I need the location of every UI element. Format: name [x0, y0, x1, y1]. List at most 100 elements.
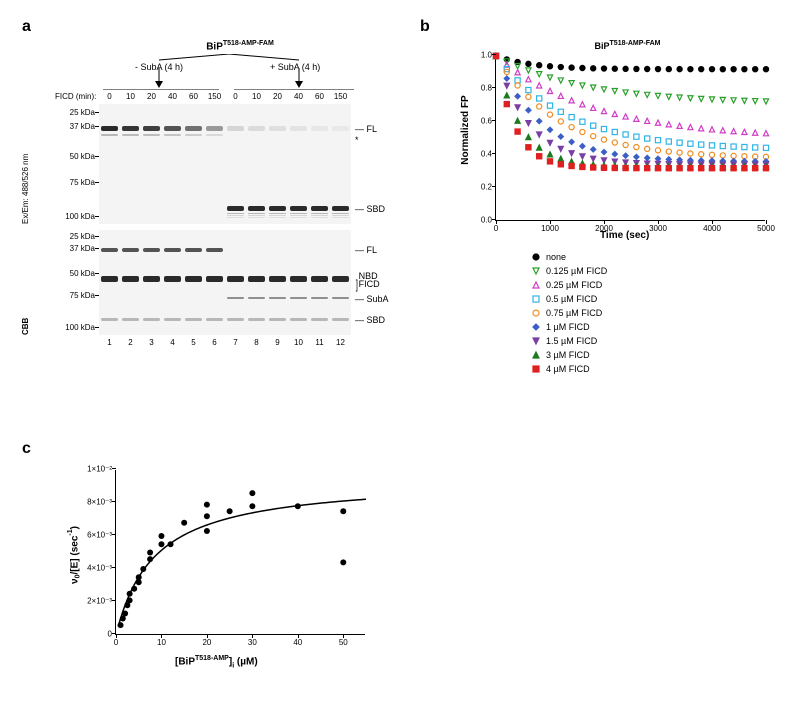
gel-top-lane-4: [183, 104, 204, 224]
panel-a-label: a: [22, 18, 31, 36]
sbd-side: — SBD: [351, 204, 385, 214]
lane-num-2: 3: [141, 338, 162, 347]
star-side: *: [351, 135, 359, 145]
legend-label: 4 µM FICD: [546, 364, 590, 374]
sbd-band: [248, 206, 265, 211]
gel-top-lane-9: [288, 104, 309, 224]
point-0: [118, 622, 124, 628]
panel-c-chart: 0102030405002×10⁻³4×10⁻³6×10⁻³8×10⁻³1×10…: [70, 470, 370, 635]
point-13: [158, 533, 164, 539]
band: [269, 276, 286, 282]
star-band: [143, 134, 160, 136]
time-6: 0: [225, 92, 246, 101]
fit-curve: [118, 499, 366, 626]
point-18: [204, 528, 210, 534]
legend-label: 3 µM FICD: [546, 350, 590, 360]
sbd-band: [290, 206, 307, 211]
series-0: [493, 53, 768, 71]
ytick-c-3: 6×10⁻³: [87, 531, 116, 540]
series-1: [493, 53, 768, 104]
band: [227, 297, 244, 299]
band: [185, 248, 202, 252]
sbd-band: [332, 206, 349, 211]
plot-b-ylabel: Normalized FP: [460, 95, 471, 164]
plot-c-curves: [116, 470, 365, 634]
band: [290, 318, 307, 321]
title-prefix: BiP: [206, 41, 223, 52]
panel-b-title-prefix: BiP: [595, 41, 610, 51]
band: [206, 276, 223, 282]
legend-row-0: none: [530, 250, 607, 264]
point-9: [140, 566, 146, 572]
time-2: 20: [141, 92, 162, 101]
ytick-c-4: 8×10⁻³: [87, 498, 116, 507]
band: [164, 248, 181, 252]
fl-band: [122, 126, 139, 131]
sbd-band: [269, 206, 286, 211]
band: [311, 297, 328, 299]
series-4: [493, 53, 768, 159]
point-5: [127, 591, 133, 597]
side-FL: — FL: [351, 245, 377, 255]
ytick-0.8: 0.8: [481, 84, 496, 93]
legend-row-4: 0.75 µM FICD: [530, 306, 607, 320]
fl-band: [101, 126, 118, 131]
fl-band: [206, 126, 223, 131]
gel-bot-lane-11: [330, 230, 351, 335]
gel-top-lane-11: [330, 104, 351, 224]
band: [164, 318, 181, 321]
point-22: [295, 503, 301, 509]
gel-bot-lane-7: [246, 230, 267, 335]
gel-top-lane-1: [120, 104, 141, 224]
band: [185, 318, 202, 321]
band: [227, 276, 244, 282]
legend-row-8: 4 µM FICD: [530, 362, 607, 376]
panel-b-chart: BiPT518-AMP-FAM 0100020003000400050000.0…: [460, 40, 760, 221]
star-band: [122, 134, 139, 136]
band: [248, 297, 265, 299]
series-6: [493, 53, 768, 167]
time-9: 40: [288, 92, 309, 101]
lane-num-6: 7: [225, 338, 246, 347]
band: [185, 276, 202, 282]
band: [101, 318, 118, 321]
point-21: [249, 503, 255, 509]
point-24: [340, 559, 346, 565]
ficd-time-label: FICD (min):: [55, 92, 95, 101]
band: [332, 276, 349, 282]
gel-bot-lane-0: [99, 230, 120, 335]
time-5: 150: [204, 92, 225, 101]
point-14: [168, 541, 174, 547]
fl-band: [164, 126, 181, 131]
star-band: [101, 134, 118, 136]
gel-top-lane-0: [99, 104, 120, 224]
lane-num-9: 10: [288, 338, 309, 347]
panel-b-title: BiPT518-AMP-FAM: [495, 40, 760, 51]
band: [101, 276, 118, 282]
top-gel-ylabel: Ex/Em: 488/526 nm: [21, 104, 30, 224]
band: [290, 297, 307, 299]
time-4: 60: [183, 92, 204, 101]
ytick-0: 0.0: [481, 216, 496, 225]
plot-c-ylabel: ν0/[E] (sec-1): [67, 526, 81, 584]
mw-top-25: 100 kDa: [65, 212, 99, 221]
legend-label: 0.5 µM FICD: [546, 294, 597, 304]
legend-row-5: 1 µM FICD: [530, 320, 607, 334]
bot-gel-ylabel: CBB: [21, 230, 30, 335]
gel-bot-lane-3: [162, 230, 183, 335]
legend-label: 1.5 µM FICD: [546, 336, 597, 346]
ytick-1: 1.0: [481, 51, 496, 60]
ytick-0.2: 0.2: [481, 183, 496, 192]
fl-band: [227, 126, 244, 131]
band: [290, 276, 307, 282]
lane-num-10: 11: [309, 338, 330, 347]
point-6: [131, 586, 137, 592]
fl-band: [185, 126, 202, 131]
point-2: [122, 611, 128, 617]
band: [143, 276, 160, 282]
ytick-c-5: 1×10⁻²: [87, 465, 116, 474]
title-super: T518-AMP-FAM: [223, 40, 274, 47]
star-band: [206, 134, 223, 136]
band: [269, 297, 286, 299]
series-7: [493, 53, 768, 169]
